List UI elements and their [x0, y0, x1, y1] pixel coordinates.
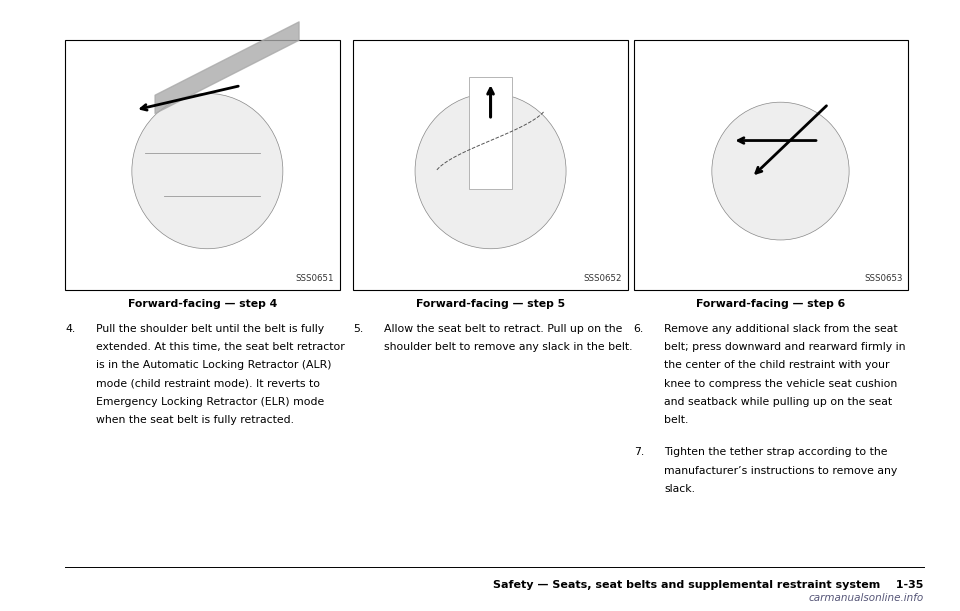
Text: extended. At this time, the seat belt retractor: extended. At this time, the seat belt re…	[96, 342, 345, 352]
Bar	[65, 40, 340, 290]
Text: Safety — Seats, seat belts and supplemental restraint system    1-35: Safety — Seats, seat belts and supplemen…	[493, 580, 924, 590]
Text: SSS0653: SSS0653	[864, 274, 902, 283]
Text: belt; press downward and rearward firmly in: belt; press downward and rearward firmly…	[664, 342, 906, 352]
Text: manufacturer’s instructions to remove any: manufacturer’s instructions to remove an…	[664, 466, 898, 475]
Text: Forward-facing — step 6: Forward-facing — step 6	[696, 299, 846, 309]
Bar	[469, 77, 512, 189]
Text: is in the Automatic Locking Retractor (ALR): is in the Automatic Locking Retractor (A…	[96, 360, 331, 370]
Ellipse shape	[415, 93, 566, 249]
Text: mode (child restraint mode). It reverts to: mode (child restraint mode). It reverts …	[96, 379, 320, 389]
Ellipse shape	[132, 93, 283, 249]
Text: 6.: 6.	[634, 324, 644, 334]
Text: Allow the seat belt to retract. Pull up on the: Allow the seat belt to retract. Pull up …	[384, 324, 622, 334]
Text: 5.: 5.	[353, 324, 364, 334]
Text: belt.: belt.	[664, 415, 688, 425]
Bar	[634, 40, 908, 290]
Text: SSS0651: SSS0651	[296, 274, 334, 283]
Text: Tighten the tether strap according to the: Tighten the tether strap according to th…	[664, 447, 888, 457]
Text: shoulder belt to remove any slack in the belt.: shoulder belt to remove any slack in the…	[384, 342, 633, 352]
Text: Emergency Locking Retractor (ELR) mode: Emergency Locking Retractor (ELR) mode	[96, 397, 324, 407]
Text: when the seat belt is fully retracted.: when the seat belt is fully retracted.	[96, 415, 294, 425]
Text: knee to compress the vehicle seat cushion: knee to compress the vehicle seat cushio…	[664, 379, 898, 389]
Text: Remove any additional slack from the seat: Remove any additional slack from the sea…	[664, 324, 898, 334]
Text: Forward-facing — step 4: Forward-facing — step 4	[128, 299, 277, 309]
Text: and seatback while pulling up on the seat: and seatback while pulling up on the sea…	[664, 397, 893, 407]
Text: SSS0652: SSS0652	[584, 274, 622, 283]
Bar	[353, 40, 628, 290]
Ellipse shape	[712, 102, 849, 240]
Text: Forward-facing — step 5: Forward-facing — step 5	[416, 299, 565, 309]
Text: Pull the shoulder belt until the belt is fully: Pull the shoulder belt until the belt is…	[96, 324, 324, 334]
Text: carmanualsonline.info: carmanualsonline.info	[808, 593, 924, 602]
Text: slack.: slack.	[664, 484, 695, 494]
Text: the center of the child restraint with your: the center of the child restraint with y…	[664, 360, 890, 370]
Text: 7.: 7.	[634, 447, 644, 457]
Text: 4.: 4.	[65, 324, 76, 334]
